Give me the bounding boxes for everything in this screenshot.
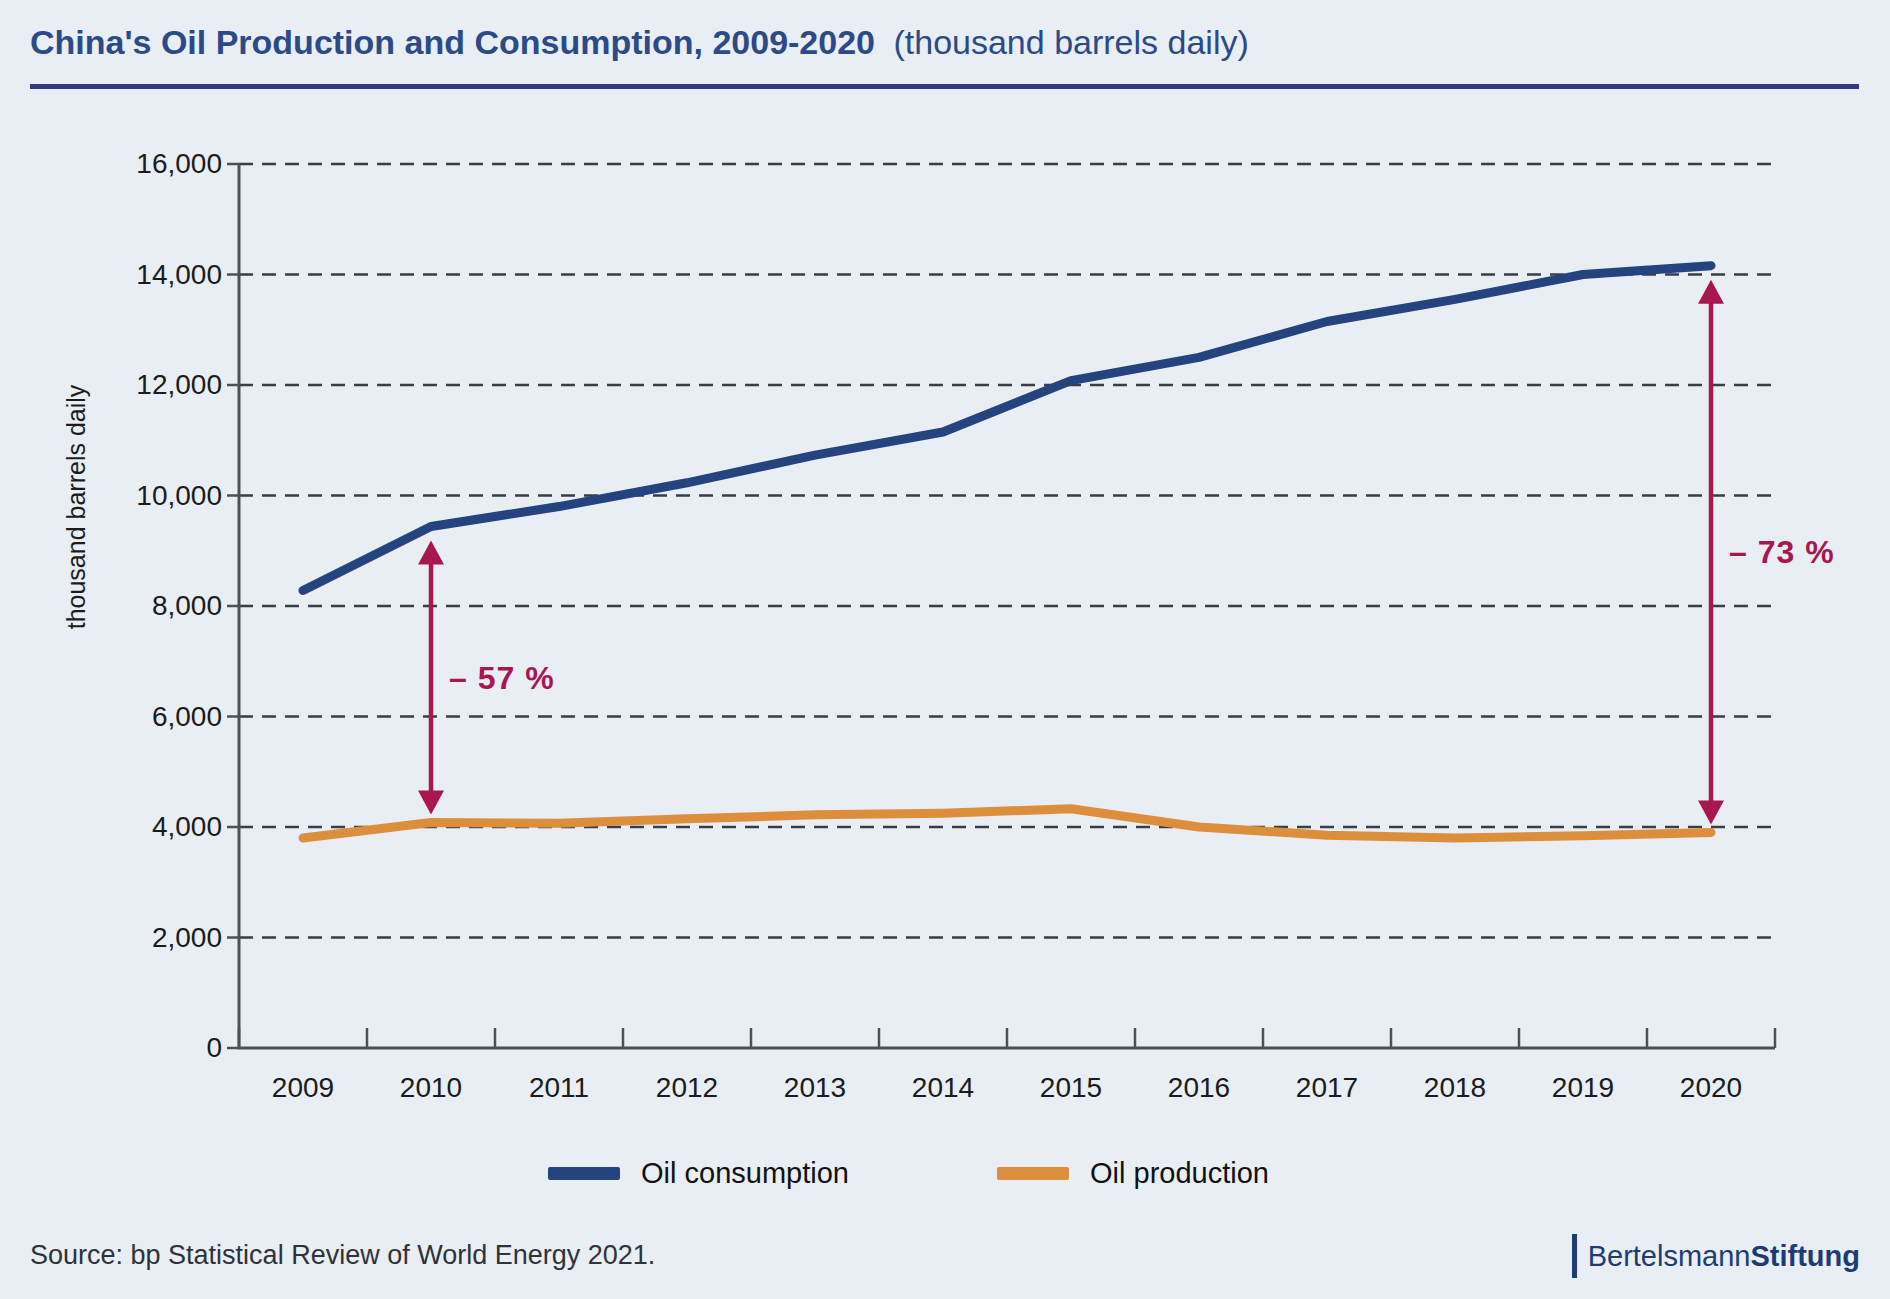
- x-tick-label: 2019: [1519, 1072, 1647, 1104]
- y-tick-label: 6,000: [110, 700, 222, 734]
- production-line: [303, 809, 1711, 838]
- logo-text: BertelsmannStiftung: [1588, 1240, 1860, 1273]
- y-tick-label: 12,000: [110, 368, 222, 402]
- logo-bar: [1572, 1234, 1577, 1278]
- x-tick-label: 2015: [1007, 1072, 1135, 1104]
- x-tick-label: 2013: [751, 1072, 879, 1104]
- x-tick-label: 2011: [495, 1072, 623, 1104]
- x-tick-label: 2017: [1263, 1072, 1391, 1104]
- annotation-minus-73-percent: – 73 %: [1729, 534, 1835, 571]
- annotation-arrowhead-down: [418, 791, 444, 815]
- x-tick-label: 2014: [879, 1072, 1007, 1104]
- legend-label-production: Oil production: [1090, 1157, 1269, 1190]
- legend-item-production: Oil production: [997, 1157, 1269, 1189]
- consumption-line: [303, 266, 1711, 591]
- annotation-arrowhead-up: [1698, 280, 1724, 304]
- line-chart: [0, 0, 1890, 1299]
- legend-label-consumption: Oil consumption: [641, 1157, 849, 1190]
- y-tick-label: 14,000: [110, 258, 222, 292]
- x-tick-label: 2009: [239, 1072, 367, 1104]
- legend-item-consumption: Oil consumption: [548, 1157, 849, 1189]
- x-tick-label: 2016: [1135, 1072, 1263, 1104]
- x-tick-label: 2010: [367, 1072, 495, 1104]
- logo-bold: Stiftung: [1750, 1240, 1860, 1272]
- logo-regular: Bertelsmann: [1588, 1240, 1751, 1272]
- x-tick-label: 2018: [1391, 1072, 1519, 1104]
- y-axis-title: thousand barrels daily: [62, 385, 91, 630]
- y-tick-label: 2,000: [110, 921, 222, 955]
- source-note: Source: bp Statistical Review of World E…: [30, 1240, 655, 1271]
- x-tick-label: 2020: [1647, 1072, 1775, 1104]
- y-tick-label: 16,000: [110, 147, 222, 181]
- y-tick-label: 10,000: [110, 479, 222, 513]
- y-tick-label: 0: [110, 1031, 222, 1065]
- infographic-page: China's Oil Production and Consumption, …: [0, 0, 1890, 1299]
- annotation-minus-57-percent: – 57 %: [449, 659, 555, 696]
- y-tick-label: 4,000: [110, 810, 222, 844]
- production-swatch: [997, 1167, 1069, 1180]
- y-tick-label: 8,000: [110, 589, 222, 623]
- consumption-swatch: [548, 1167, 620, 1180]
- bertelsmann-logo: BertelsmannStiftung: [1572, 1234, 1860, 1278]
- annotation-arrowhead-up: [418, 540, 444, 564]
- x-tick-label: 2012: [623, 1072, 751, 1104]
- annotation-arrowhead-down: [1698, 801, 1724, 825]
